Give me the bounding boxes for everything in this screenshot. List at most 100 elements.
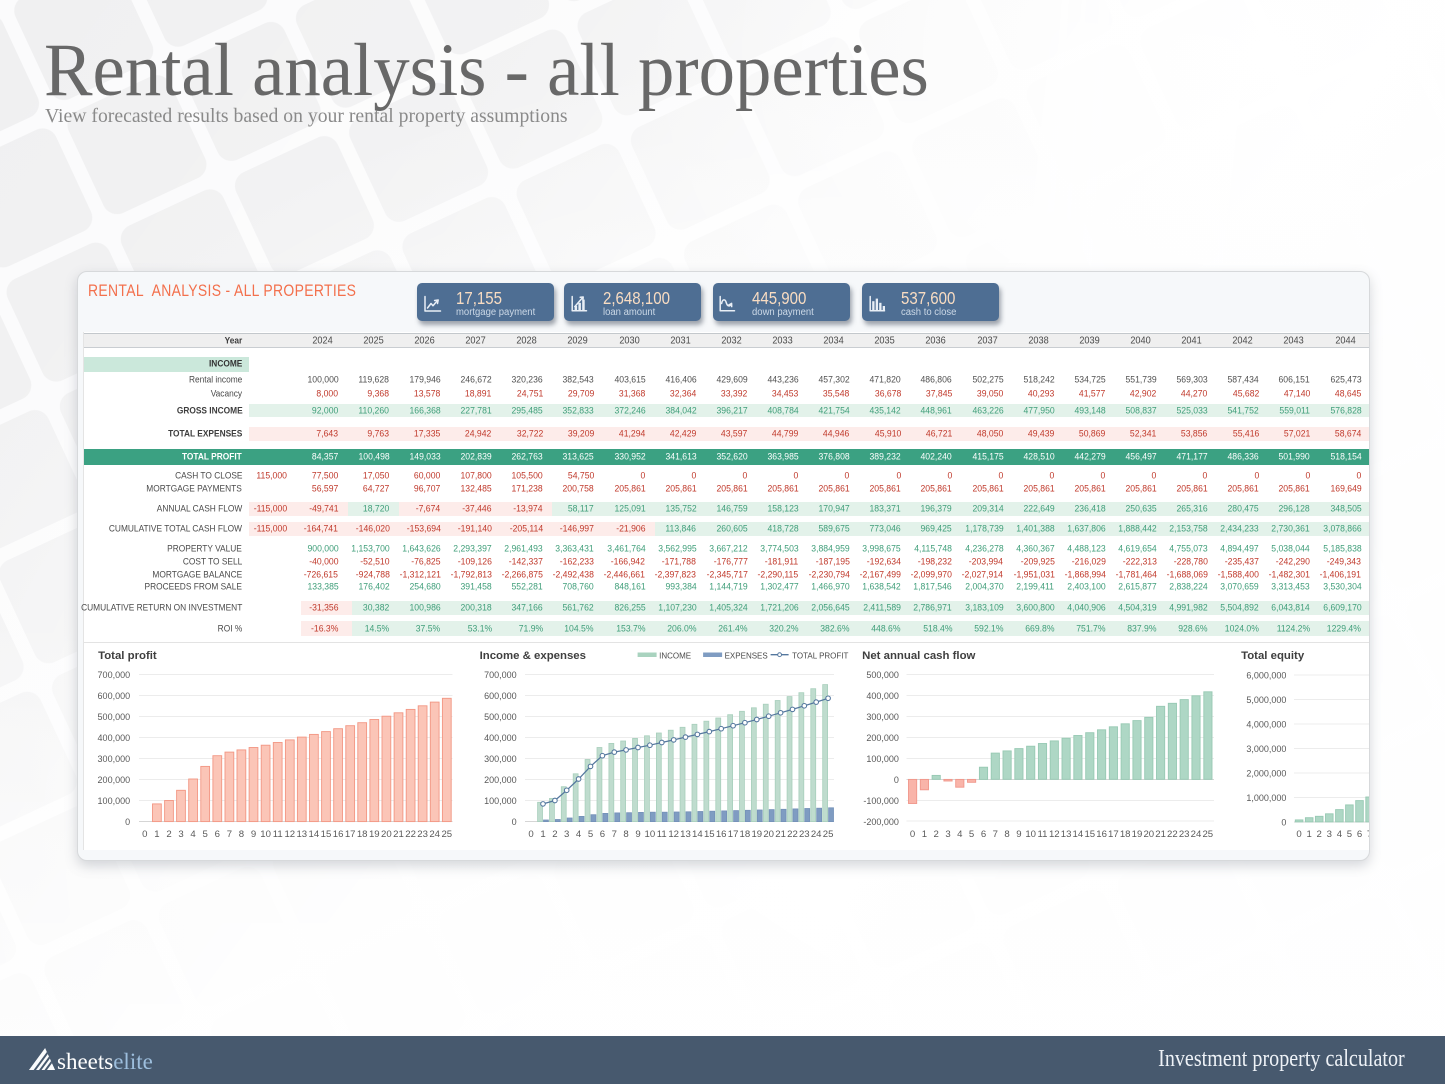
svg-text:14: 14 — [692, 829, 703, 840]
svg-text:23: 23 — [1179, 829, 1190, 840]
svg-text:25: 25 — [442, 829, 453, 840]
svg-text:6: 6 — [981, 829, 986, 840]
svg-text:8: 8 — [1005, 829, 1010, 840]
svg-text:3,000,000: 3,000,000 — [1247, 744, 1287, 754]
svg-text:0: 0 — [1297, 829, 1302, 840]
svg-text:13: 13 — [297, 829, 308, 840]
svg-text:100,000: 100,000 — [485, 796, 518, 806]
svg-text:16: 16 — [333, 829, 344, 840]
svg-text:300,000: 300,000 — [867, 712, 900, 722]
svg-text:5: 5 — [1347, 829, 1352, 840]
svg-text:25: 25 — [1203, 829, 1214, 840]
svg-text:20: 20 — [381, 829, 392, 840]
svg-text:11: 11 — [1038, 829, 1048, 840]
svg-text:-100,000: -100,000 — [864, 796, 900, 806]
svg-text:14: 14 — [1073, 829, 1084, 840]
svg-text:600,000: 600,000 — [485, 691, 518, 701]
svg-text:21: 21 — [1156, 829, 1167, 840]
svg-text:16: 16 — [1097, 829, 1108, 840]
svg-text:4,000,000: 4,000,000 — [1247, 719, 1287, 729]
svg-text:15: 15 — [1085, 829, 1096, 840]
svg-text:1: 1 — [541, 829, 546, 840]
svg-text:20: 20 — [764, 829, 775, 840]
svg-text:4: 4 — [191, 829, 197, 840]
svg-text:24: 24 — [1191, 829, 1202, 840]
svg-text:0: 0 — [143, 829, 148, 840]
svg-text:14: 14 — [309, 829, 320, 840]
svg-text:3: 3 — [946, 829, 951, 840]
svg-text:8: 8 — [624, 829, 629, 840]
svg-text:17: 17 — [1108, 829, 1119, 840]
svg-text:8: 8 — [239, 829, 244, 840]
svg-text:24: 24 — [811, 829, 822, 840]
svg-text:200,000: 200,000 — [98, 775, 131, 785]
svg-text:5: 5 — [588, 829, 593, 840]
svg-text:10: 10 — [645, 829, 656, 840]
svg-text:7: 7 — [227, 829, 232, 840]
svg-text:6: 6 — [215, 829, 220, 840]
svg-text:200,000: 200,000 — [485, 775, 518, 785]
svg-text:13: 13 — [681, 829, 692, 840]
svg-text:7: 7 — [1367, 829, 1370, 840]
svg-text:500,000: 500,000 — [867, 670, 900, 680]
svg-text:3: 3 — [179, 829, 184, 840]
svg-text:15: 15 — [704, 829, 715, 840]
svg-text:7: 7 — [612, 829, 617, 840]
svg-text:700,000: 700,000 — [98, 670, 131, 680]
svg-text:23: 23 — [799, 829, 810, 840]
svg-text:EXPENSES: EXPENSES — [725, 651, 768, 660]
svg-text:2: 2 — [553, 829, 558, 840]
svg-text:22: 22 — [406, 829, 417, 840]
svg-text:11: 11 — [273, 829, 283, 840]
svg-text:0: 0 — [512, 817, 517, 827]
svg-text:5,000,000: 5,000,000 — [1247, 695, 1287, 705]
svg-text:2: 2 — [934, 829, 939, 840]
svg-text:22: 22 — [1167, 829, 1178, 840]
svg-text:19: 19 — [1132, 829, 1143, 840]
svg-text:4: 4 — [1337, 829, 1343, 840]
svg-text:2,000,000: 2,000,000 — [1247, 768, 1287, 778]
svg-text:3: 3 — [1327, 829, 1332, 840]
svg-text:1: 1 — [922, 829, 927, 840]
svg-text:6,000,000: 6,000,000 — [1247, 670, 1287, 680]
svg-text:9: 9 — [1017, 829, 1022, 840]
svg-text:10: 10 — [1026, 829, 1037, 840]
svg-text:5: 5 — [969, 829, 974, 840]
svg-text:4: 4 — [958, 829, 964, 840]
svg-text:20: 20 — [1144, 829, 1155, 840]
svg-text:-200,000: -200,000 — [864, 817, 900, 827]
svg-text:6: 6 — [1357, 829, 1362, 840]
svg-text:200,000: 200,000 — [867, 733, 900, 743]
svg-text:17: 17 — [728, 829, 739, 840]
svg-text:6: 6 — [600, 829, 605, 840]
svg-text:2: 2 — [1317, 829, 1322, 840]
svg-text:400,000: 400,000 — [485, 733, 518, 743]
svg-text:5: 5 — [203, 829, 208, 840]
svg-text:18: 18 — [357, 829, 368, 840]
svg-text:19: 19 — [752, 829, 763, 840]
svg-text:13: 13 — [1061, 829, 1072, 840]
svg-text:23: 23 — [418, 829, 429, 840]
svg-text:4: 4 — [576, 829, 582, 840]
svg-text:19: 19 — [369, 829, 380, 840]
svg-text:400,000: 400,000 — [98, 733, 131, 743]
svg-text:TOTAL PROFIT: TOTAL PROFIT — [792, 651, 848, 660]
svg-text:16: 16 — [716, 829, 727, 840]
svg-text:10: 10 — [261, 829, 272, 840]
svg-text:0: 0 — [529, 829, 534, 840]
svg-text:18: 18 — [740, 829, 751, 840]
svg-text:500,000: 500,000 — [98, 712, 131, 722]
svg-text:600,000: 600,000 — [98, 691, 131, 701]
svg-text:12: 12 — [285, 829, 296, 840]
svg-text:12: 12 — [1049, 829, 1060, 840]
svg-text:300,000: 300,000 — [485, 754, 518, 764]
svg-text:500,000: 500,000 — [485, 712, 518, 722]
svg-text:24: 24 — [430, 829, 441, 840]
svg-text:9: 9 — [251, 829, 256, 840]
svg-text:Total equity: Total equity — [1241, 650, 1305, 662]
svg-text:0: 0 — [894, 775, 899, 785]
svg-text:Net annual cash flow: Net annual cash flow — [862, 650, 975, 662]
svg-text:21: 21 — [776, 829, 787, 840]
svg-text:Income & expenses: Income & expenses — [480, 650, 586, 662]
svg-text:100,000: 100,000 — [98, 796, 131, 806]
